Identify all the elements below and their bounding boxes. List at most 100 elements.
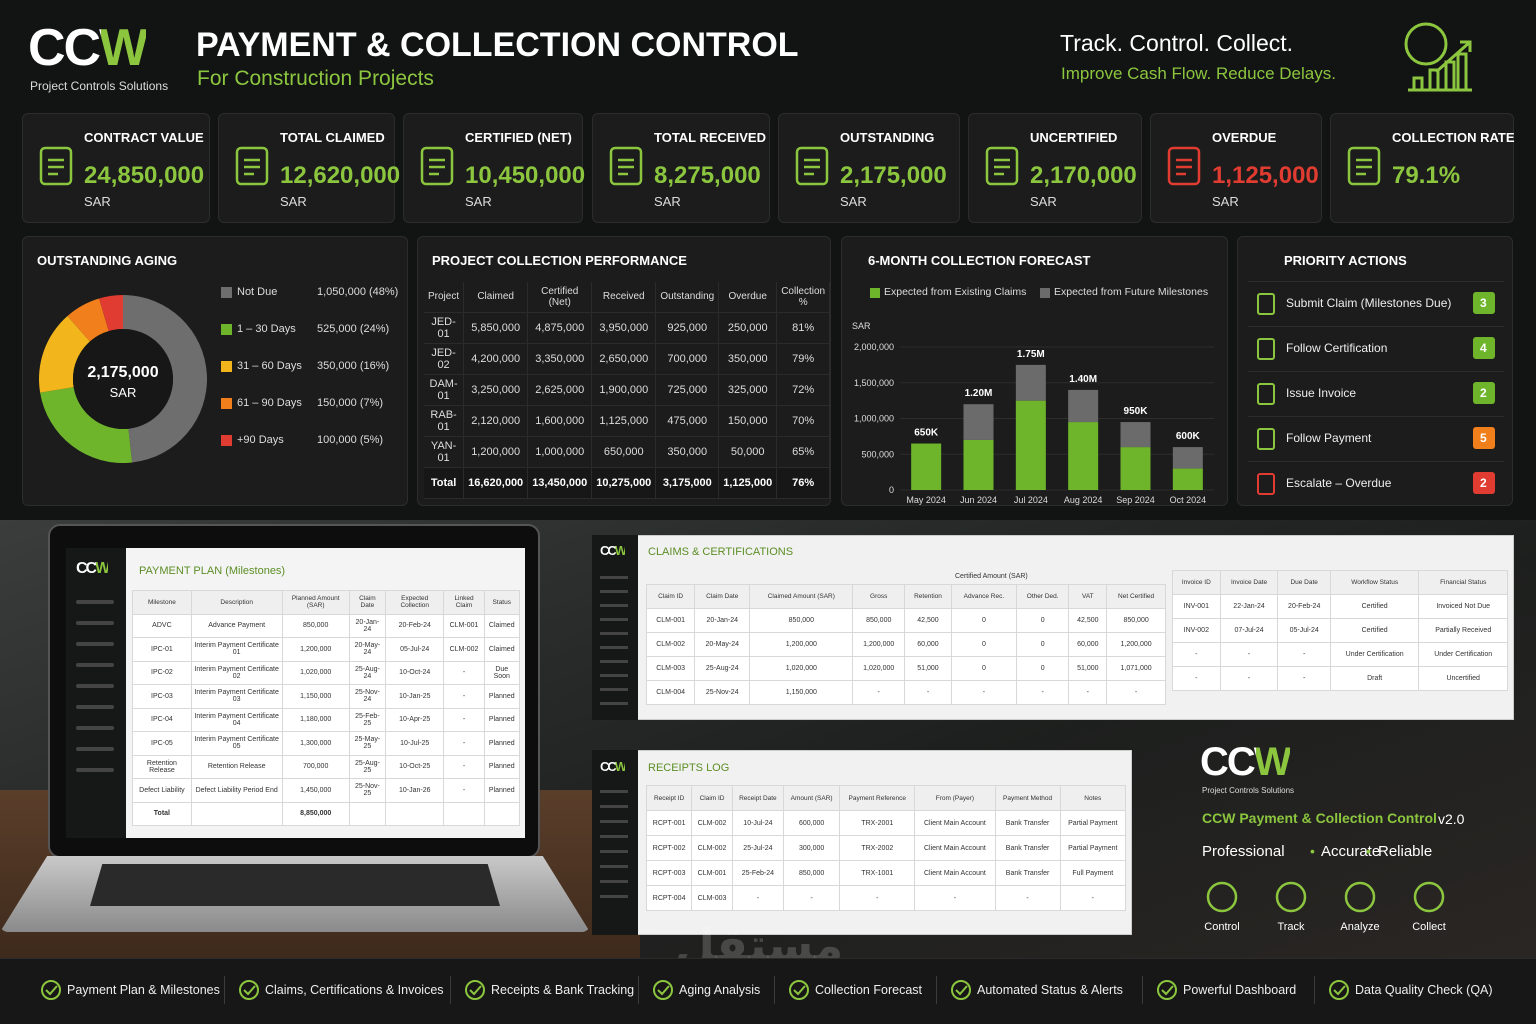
- table-row: IPC-02 Interim Payment Certificate 02 1,02…: [132, 660, 521, 685]
- action-count: 5: [1480, 431, 1487, 445]
- table-row: Defect Liability Defect Liability Period …: [132, 778, 521, 803]
- table-cell: Advance Payment: [190, 613, 283, 638]
- table-row: RCPT-003 CLM-001 25-Feb-24 850,000 TRX-1001 C…: [645, 860, 1127, 886]
- footer-feature: Data Quality Check (QA): [1355, 983, 1493, 997]
- group-header: Certified Amount (SAR): [955, 573, 1028, 580]
- icon: [244, 158, 260, 176]
- keyboard: [90, 864, 500, 906]
- feature-icon: [1344, 881, 1376, 913]
- kpi-value: 12,620,000: [280, 162, 401, 189]
- table-header: From (Payer): [914, 785, 996, 811]
- table-cell: 10-Jul-24: [731, 810, 784, 836]
- y-tick-label: 1,500,000: [854, 378, 894, 388]
- legend-value: 525,000 (24%): [317, 323, 390, 335]
- forecast-panel: 6-MONTH COLLECTION FORECAST Expected from…: [841, 236, 1228, 506]
- table-cell: IPC-05: [132, 731, 192, 756]
- feature-icon: [1206, 881, 1238, 913]
- divider: [1248, 461, 1504, 462]
- table-cell: CLM-002: [443, 637, 485, 662]
- claims-sidebar: [592, 535, 638, 720]
- icon: [793, 985, 806, 996]
- sidebar-item: [600, 674, 628, 677]
- footer-feature: Powerful Dashboard: [1183, 983, 1297, 997]
- icon: [465, 980, 485, 1000]
- table-cell: Certified: [1329, 594, 1420, 619]
- table-cell: Retention Release: [190, 754, 283, 779]
- table-cell: 2,625,000: [527, 374, 593, 406]
- receipts-table: Receipt ID Claim ID Receipt Date Amount (SA…: [645, 785, 1127, 911]
- footer-divider: [1142, 976, 1143, 1004]
- icon: [653, 980, 673, 1000]
- table-cell: INV-002: [1172, 618, 1221, 643]
- kpi-label: TOTAL CLAIMED: [280, 130, 385, 145]
- table-cell: Claimed: [483, 637, 521, 662]
- table-row: IPC-01 Interim Payment Certificate 01 1,20…: [132, 637, 521, 662]
- kpi-value: 2,175,000: [840, 162, 947, 189]
- action-count: 2: [1480, 476, 1487, 490]
- table-row: RCPT-002 CLM-002 25-Jul-24 300,000 TRX-2002 C…: [645, 835, 1127, 861]
- table-row: IPC-04 Interim Payment Certificate 04 1,18…: [132, 707, 521, 732]
- footer-divider: [224, 976, 225, 1004]
- table-cell: -: [1172, 642, 1221, 667]
- kpi-value: 1,125,000: [1212, 162, 1319, 189]
- table-row: Total 16,620,000 13,450,000 10,275,000 3,175…: [424, 467, 831, 499]
- table-cell: 300,000: [782, 835, 841, 861]
- icon: [429, 158, 445, 176]
- sidebar-item: [600, 688, 628, 691]
- legend-swatch: [221, 398, 232, 409]
- table-header: Workflow Status: [1329, 570, 1420, 595]
- bar-segment: [1172, 468, 1203, 490]
- feature-label: Track: [1277, 921, 1305, 933]
- table-row: JED-01 5,850,000 4,875,000 3,950,000 925,000…: [424, 312, 831, 344]
- table-cell: 1,300,000: [281, 731, 350, 756]
- table-cell: 725,000: [655, 374, 720, 406]
- action-icon: [1257, 293, 1275, 315]
- icon: [1161, 985, 1174, 996]
- icon: [1413, 881, 1445, 913]
- icon: [1176, 158, 1192, 176]
- x-tick-label: Jul 2024: [1014, 495, 1048, 505]
- donut-slice: [123, 295, 208, 463]
- table-cell: 20-May-24: [348, 637, 386, 662]
- table-cell: -: [1172, 666, 1221, 691]
- tagline: Track. Control. Collect.: [1060, 30, 1294, 56]
- icon: [1257, 293, 1275, 315]
- table-cell: TRX-2002: [839, 835, 916, 861]
- table-cell: 1,200,000: [463, 436, 529, 468]
- kpi-icon: [420, 146, 454, 186]
- icon: [951, 980, 971, 1000]
- table-cell: 0: [950, 632, 1017, 657]
- footer-feature: Claims, Certifications & Invoices: [265, 983, 444, 997]
- table-cell: RCPT-003: [645, 860, 693, 886]
- icon: [1257, 338, 1275, 360]
- table-cell: 60,000: [1068, 632, 1108, 657]
- performance-panel: PROJECT COLLECTION PERFORMANCE Project Cla…: [417, 236, 831, 506]
- bar-segment: [911, 443, 942, 490]
- y-tick-label: 2,000,000: [854, 342, 894, 352]
- table-cell: [190, 801, 283, 826]
- table-cell: 05-Jul-24: [384, 637, 445, 662]
- panel-title: PRIORITY ACTIONS: [1284, 253, 1407, 268]
- table-cell: 1,200,000: [1106, 632, 1166, 657]
- kpi-icon: [985, 146, 1019, 186]
- sidebar-item: [600, 576, 628, 579]
- sidebar-item: [76, 768, 114, 772]
- table-cell: 10-Apr-25: [384, 707, 445, 732]
- table-cell: -: [731, 885, 784, 911]
- icon: [955, 985, 968, 996]
- x-tick-label: Oct 2024: [1170, 495, 1207, 505]
- table-cell: JED-02: [424, 343, 465, 375]
- legend-label: 1 – 30 Days: [237, 323, 296, 335]
- icon: [1329, 980, 1349, 1000]
- table-cell: 42,500: [1068, 608, 1108, 633]
- brand-sub: Project Controls Solutions: [1202, 786, 1295, 795]
- sidebar-item: [76, 726, 114, 730]
- quality: Reliable: [1378, 843, 1433, 860]
- table-cell: CLM-004: [645, 680, 696, 705]
- table-cell: YAN-01: [424, 436, 465, 468]
- table-cell: -: [1106, 680, 1166, 705]
- icon: [39, 146, 73, 186]
- table-header: Notes: [1059, 785, 1127, 811]
- table-cell: -: [852, 680, 906, 705]
